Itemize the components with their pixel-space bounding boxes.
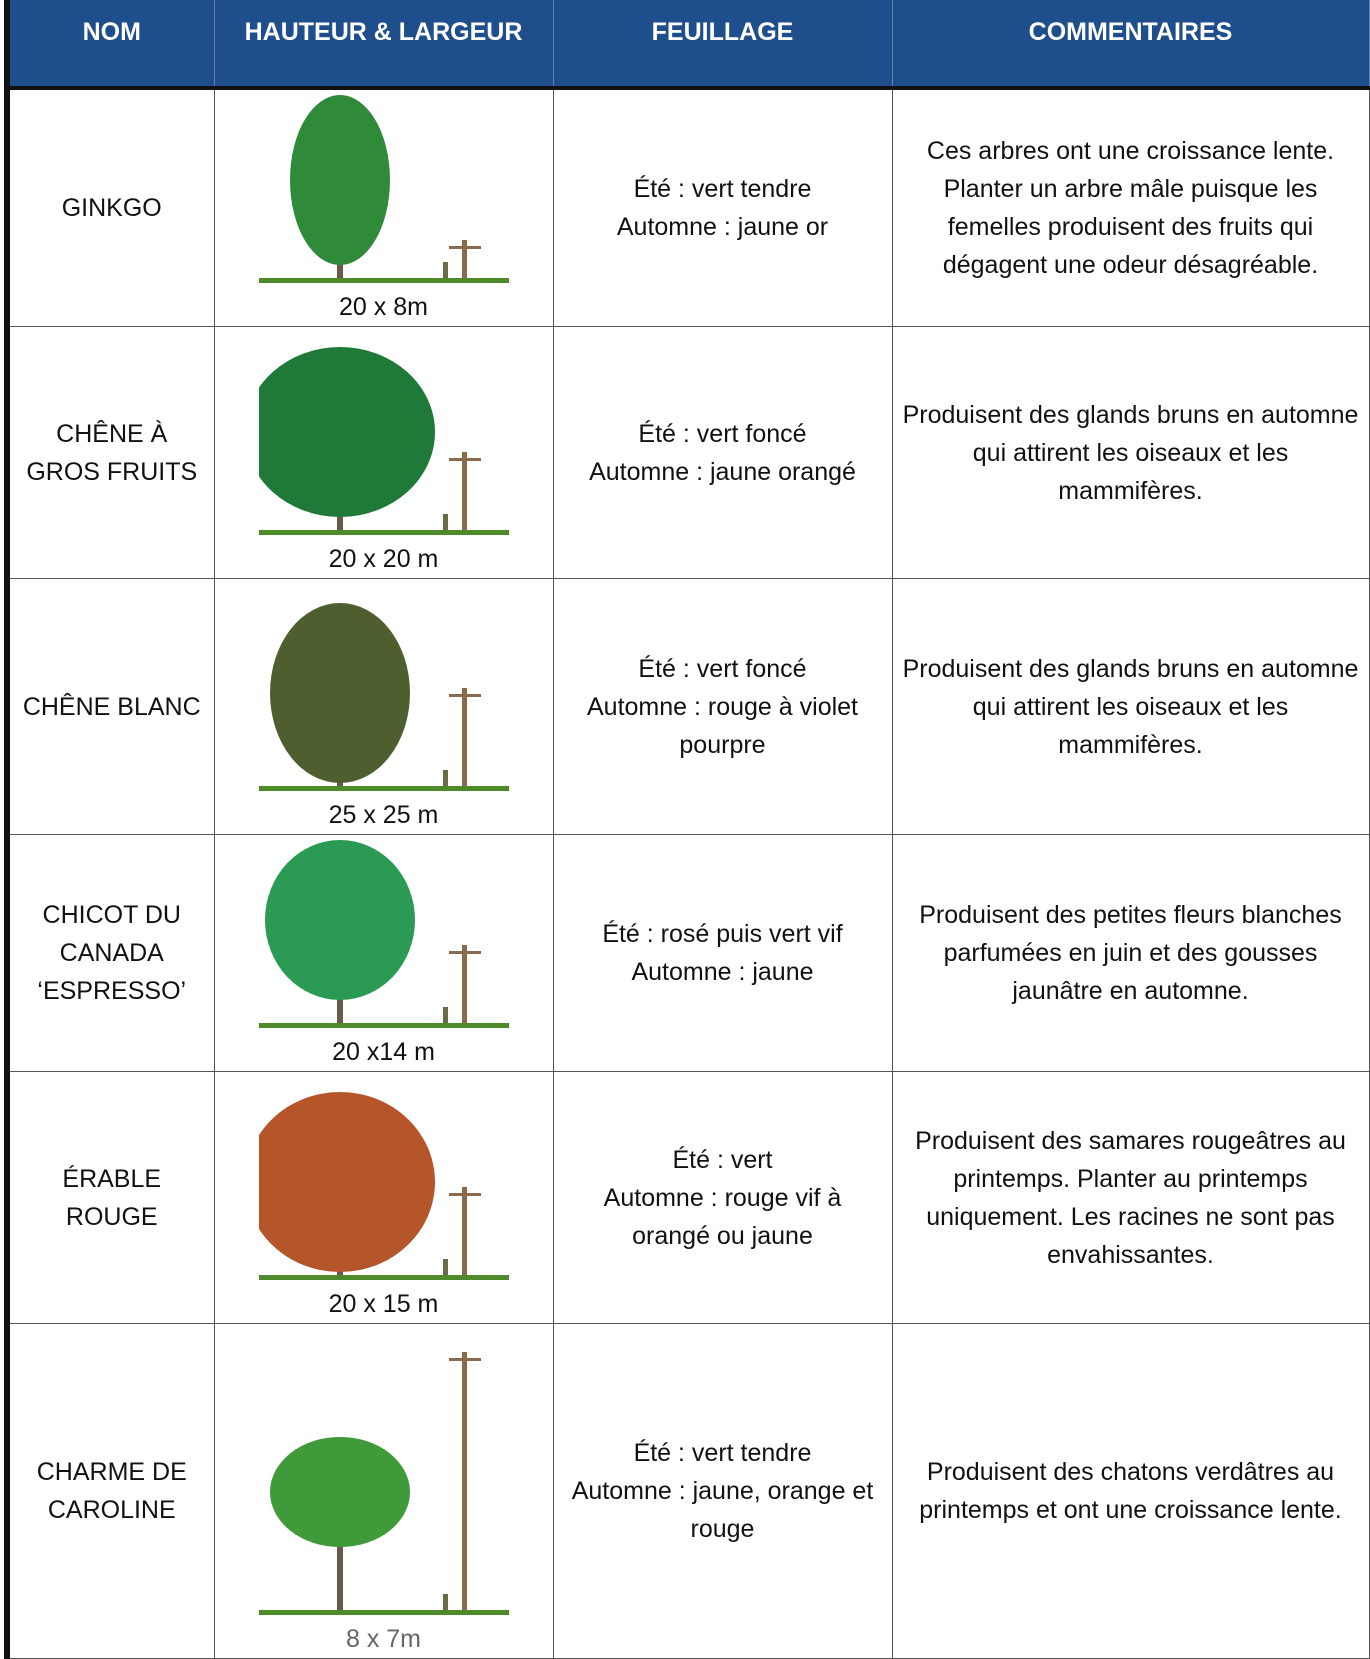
foliage-line: Été : vert tendre xyxy=(564,1434,882,1472)
tree-name: CHÊNE À GROS FRUITS xyxy=(7,327,214,579)
foliage-line: Été : vert foncé xyxy=(564,650,882,688)
illustration-part xyxy=(443,514,448,530)
column-header: HAUTEUR & LARGEUR xyxy=(214,0,553,88)
comment: Produisent des glands bruns en automne q… xyxy=(892,327,1369,579)
foliage-line: Été : rosé puis vert vif xyxy=(564,915,882,953)
illustration-part xyxy=(462,1352,467,1610)
illustration-part xyxy=(259,530,509,535)
foliage-line: Été : vert tendre xyxy=(564,170,882,208)
illustration-part xyxy=(270,1437,410,1547)
illustration-part xyxy=(449,1193,481,1196)
column-header: COMMENTAIRES xyxy=(892,0,1369,88)
illustration-part xyxy=(449,951,481,954)
illustration-part xyxy=(265,840,415,1000)
illustration-part xyxy=(462,1187,467,1275)
comment: Produisent des petites fleurs blanches p… xyxy=(892,835,1369,1072)
tree-size: 8 x 7m xyxy=(215,1622,553,1658)
tree-illustration xyxy=(259,835,509,1035)
tree-illustration xyxy=(259,1342,509,1622)
illustration-part xyxy=(462,452,467,530)
tree-size: 20 x 20 m xyxy=(215,542,553,578)
illustration-part xyxy=(443,1007,448,1023)
foliage-line: Automne : jaune orangé xyxy=(564,453,882,491)
tree-size: 20 x 15 m xyxy=(215,1287,553,1323)
illustration-part xyxy=(259,786,509,791)
tree-illustration xyxy=(259,342,509,542)
size-cell: 20 x14 m xyxy=(214,835,553,1072)
illustration-part xyxy=(259,278,509,283)
illustration-part xyxy=(462,240,467,278)
tree-name: GINKGO xyxy=(7,88,214,327)
illustration-part xyxy=(259,1023,509,1028)
illustration-part xyxy=(443,262,448,278)
comment: Produisent des chatons verdâtres au prin… xyxy=(892,1324,1369,1659)
illustration-part xyxy=(462,945,467,1023)
size-cell: 20 x 8m xyxy=(214,88,553,327)
tree-name: CHARME DE CAROLINE xyxy=(7,1324,214,1659)
illustration-part xyxy=(462,688,467,786)
tree-name: CHICOT DU CANADA ‘ESPRESSO’ xyxy=(7,835,214,1072)
foliage-line: Automne : jaune, orange et rouge xyxy=(564,1472,882,1548)
comment: Produisent des glands bruns en automne q… xyxy=(892,579,1369,835)
illustration-part xyxy=(443,1594,448,1610)
foliage-line: Automne : rouge vif à orangé ou jaune xyxy=(564,1179,882,1255)
tree-size: 25 x 25 m xyxy=(215,798,553,834)
size-cell: 25 x 25 m xyxy=(214,579,553,835)
page: {"header": {"columns": ["NOM", "HAUTEUR … xyxy=(0,0,1370,1652)
illustration-part xyxy=(259,1275,509,1280)
tree-illustration xyxy=(259,1087,509,1287)
foliage-line: Automne : jaune or xyxy=(564,208,882,246)
illustration-part xyxy=(259,1610,509,1615)
illustration-part xyxy=(443,1259,448,1275)
illustration-part xyxy=(449,1358,481,1361)
foliage-line: Été : vert xyxy=(564,1141,882,1179)
illustration-part xyxy=(259,347,435,517)
comment: Ces arbres ont une croissance lente. Pla… xyxy=(892,88,1369,327)
tree-illustration xyxy=(259,90,509,290)
tree-illustration xyxy=(259,598,509,798)
tree-size: 20 x14 m xyxy=(215,1035,553,1071)
column-header: FEUILLAGE xyxy=(553,0,892,88)
comment: Produisent des samares rougeâtres au pri… xyxy=(892,1072,1369,1324)
tree-name: CHÊNE BLANC xyxy=(7,579,214,835)
column-header: NOM xyxy=(7,0,214,88)
foliage-line: Automne : rouge à violet pourpre xyxy=(564,688,882,764)
illustration-part xyxy=(259,1092,435,1272)
illustration-part xyxy=(290,95,390,265)
illustration-part xyxy=(449,694,481,697)
illustration-part xyxy=(270,603,410,783)
size-cell: 20 x 20 m xyxy=(214,327,553,579)
illustration-part xyxy=(449,458,481,461)
tree-name: ÉRABLE ROUGE xyxy=(7,1072,214,1324)
size-cell: 20 x 15 m xyxy=(214,1072,553,1324)
illustration-part xyxy=(449,246,481,249)
foliage-line: Été : vert foncé xyxy=(564,415,882,453)
size-cell: 8 x 7m xyxy=(214,1324,553,1659)
illustration-part xyxy=(443,770,448,786)
tree-size: 20 x 8m xyxy=(215,290,553,326)
foliage-line: Automne : jaune xyxy=(564,953,882,991)
